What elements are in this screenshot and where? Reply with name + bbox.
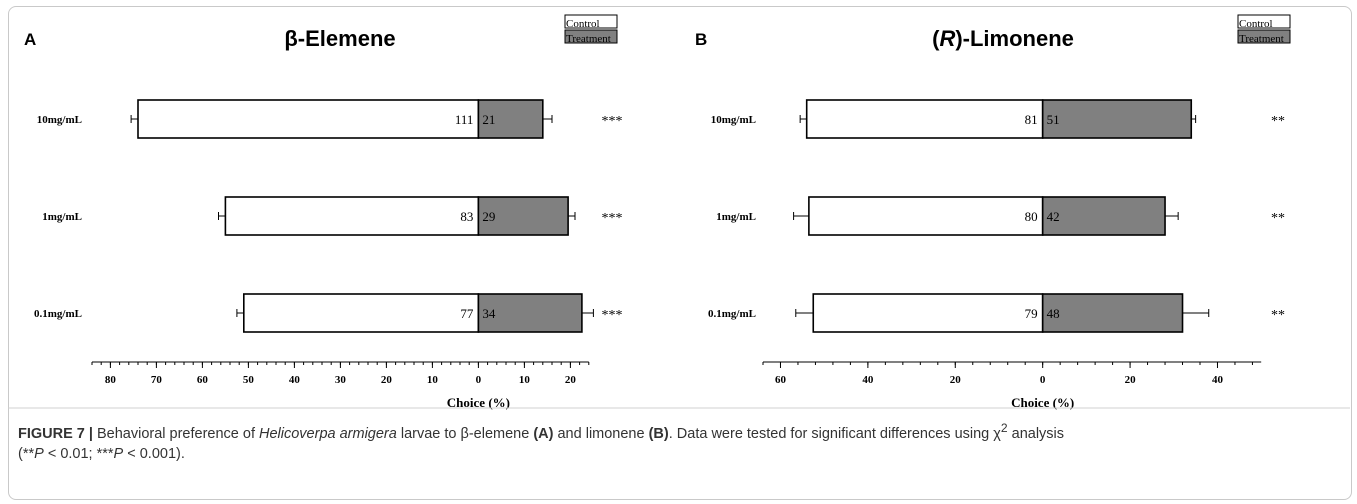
count-label-control: 83 [460, 209, 473, 224]
legend-swatch-treatment [564, 29, 618, 44]
x-tick-label: 50 [243, 374, 255, 386]
category-label: 1mg/mL [42, 211, 82, 223]
caption-superscript: 2 [1000, 421, 1008, 435]
count-label-treatment: 34 [482, 306, 496, 321]
count-label-treatment: 29 [482, 209, 495, 224]
figure-frame [8, 6, 1352, 500]
figure-label: FIGURE 7 | [18, 425, 93, 442]
x-tick-label: 60 [197, 374, 209, 386]
count-label-treatment: 51 [1047, 112, 1060, 127]
x-tick-label: 80 [105, 374, 117, 386]
caption-text: (** [18, 445, 35, 462]
x-tick-label: 30 [335, 374, 347, 386]
x-tick-label: 10 [519, 374, 531, 386]
caption-p: P [34, 445, 44, 462]
x-axis-title: Choice (%) [1011, 395, 1074, 410]
bar-chart-b: 10mg/mL 81 51 ** 1mg/mL 80 42 ** 0.1mg/mL 79 48 ** 6… [708, 99, 1285, 410]
category-label: 0.1mg/mL [708, 308, 756, 320]
bar-chart-a: 10mg/mL 111 21 *** 1mg/mL 83 29 *** 0.1mg/mL 77 34… [34, 99, 623, 410]
x-axis-title: Choice (%) [447, 395, 510, 410]
panel-letter: B [695, 30, 707, 49]
category-label: 10mg/mL [37, 114, 82, 126]
figure-caption: FIGURE 7 | Behavioral preference of Heli… [18, 418, 1338, 464]
x-tick-label: 60 [775, 374, 787, 386]
x-tick-label: 20 [565, 374, 577, 386]
count-label-control: 77 [460, 306, 474, 321]
bar-control [224, 196, 480, 236]
category-label: 10mg/mL [711, 114, 756, 126]
title-prefix: ( [932, 26, 940, 51]
caption-text: and limonene [553, 425, 649, 442]
bar-treatment [1041, 196, 1166, 236]
count-label-treatment: 48 [1047, 306, 1060, 321]
caption-text: larvae to β-elemene [396, 425, 534, 442]
count-label-treatment: 42 [1047, 209, 1060, 224]
bar-control [137, 99, 480, 139]
significance-marker: ** [1271, 211, 1285, 226]
x-tick-label: 40 [1212, 374, 1224, 386]
count-label-control: 111 [455, 112, 474, 127]
bar-control [805, 99, 1044, 139]
bar-control [808, 196, 1044, 236]
bar-control [243, 293, 480, 333]
count-label-control: 80 [1025, 209, 1038, 224]
caption-text: < 0.001). [123, 445, 185, 462]
caption-species: Helicoverpa armigera [259, 425, 397, 442]
legend-label-control: Control [566, 18, 600, 30]
significance-marker: *** [602, 114, 623, 129]
x-tick-label: 40 [862, 374, 874, 386]
panel-a: A β-Elemene Control Treatment 10mg/mL 111… [24, 14, 623, 410]
caption-ref-a: (A) [533, 425, 554, 442]
title-suffix: )-Limonene [955, 26, 1074, 51]
chart-title: β-Elemene [284, 26, 395, 51]
x-tick-label: 10 [427, 374, 439, 386]
significance-marker: *** [602, 308, 623, 323]
count-label-control: 81 [1025, 112, 1038, 127]
caption-ref-b: (B) [648, 425, 669, 442]
caption-text: . Data were tested for significant diffe… [668, 425, 1001, 442]
legend-label-treatment: Treatment [1239, 33, 1284, 45]
x-tick-label: 20 [381, 374, 393, 386]
chart-title: (R)-Limonene [932, 26, 1074, 51]
significance-marker: ** [1271, 114, 1285, 129]
panel-b: B (R)-Limonene Control Treatment 10mg/mL… [695, 14, 1291, 410]
significance-marker: *** [602, 211, 623, 226]
caption-text: < 0.01; *** [43, 445, 114, 462]
count-label-treatment: 21 [482, 112, 495, 127]
legend-swatch-control [564, 14, 618, 29]
bar-treatment [477, 99, 544, 139]
x-tick-label: 70 [151, 374, 163, 386]
bar-treatment [1041, 293, 1184, 333]
count-label-control: 79 [1025, 306, 1038, 321]
bar-treatment [477, 293, 583, 333]
legend-label-control: Control [1239, 18, 1273, 30]
significance-marker: ** [1271, 308, 1285, 323]
legend-label-treatment: Treatment [566, 33, 611, 45]
caption-text: analysis [1007, 425, 1065, 442]
panel-letter: A [24, 30, 36, 49]
x-tick-label: 20 [1125, 374, 1137, 386]
title-italic-r: R [939, 26, 955, 51]
x-tick-label: 0 [476, 374, 482, 386]
legend-swatch-treatment [1237, 29, 1291, 44]
bar-treatment [1041, 99, 1193, 139]
category-label: 0.1mg/mL [34, 308, 82, 320]
caption-p: P [113, 445, 124, 462]
caption-text: Behavioral preference of [92, 425, 260, 442]
bar-treatment [477, 196, 569, 236]
x-tick-label: 40 [289, 374, 301, 386]
bar-control [812, 293, 1044, 333]
x-tick-label: 0 [1040, 374, 1046, 386]
category-label: 1mg/mL [716, 211, 756, 223]
x-tick-label: 20 [950, 374, 962, 386]
legend-swatch-control [1237, 14, 1291, 29]
